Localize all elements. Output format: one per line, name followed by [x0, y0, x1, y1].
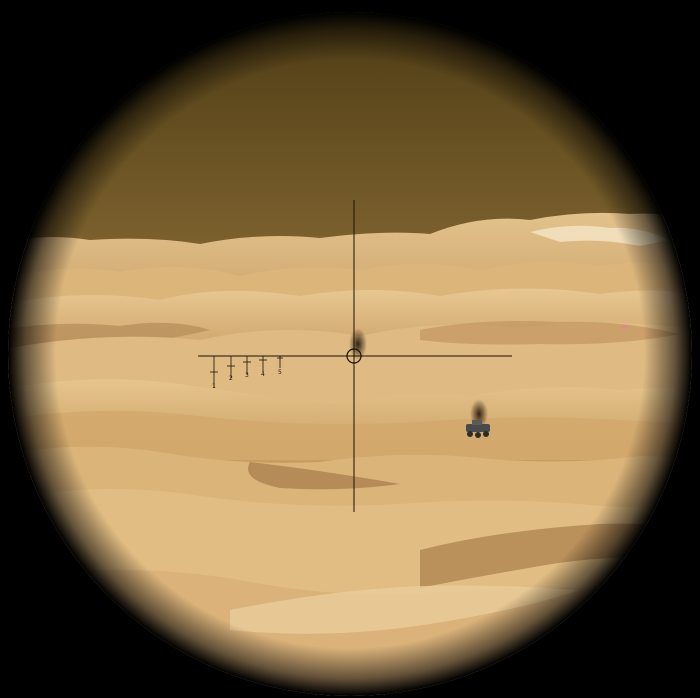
range-label-3: 3 — [245, 372, 249, 379]
range-label-5: 5 — [278, 369, 282, 376]
target-silhouette-center[interactable] — [349, 328, 367, 360]
range-label-2: 2 — [229, 375, 233, 382]
range-label-4: 4 — [261, 371, 265, 378]
range-label-1: 1 — [212, 383, 216, 390]
distant-marker — [622, 325, 628, 328]
